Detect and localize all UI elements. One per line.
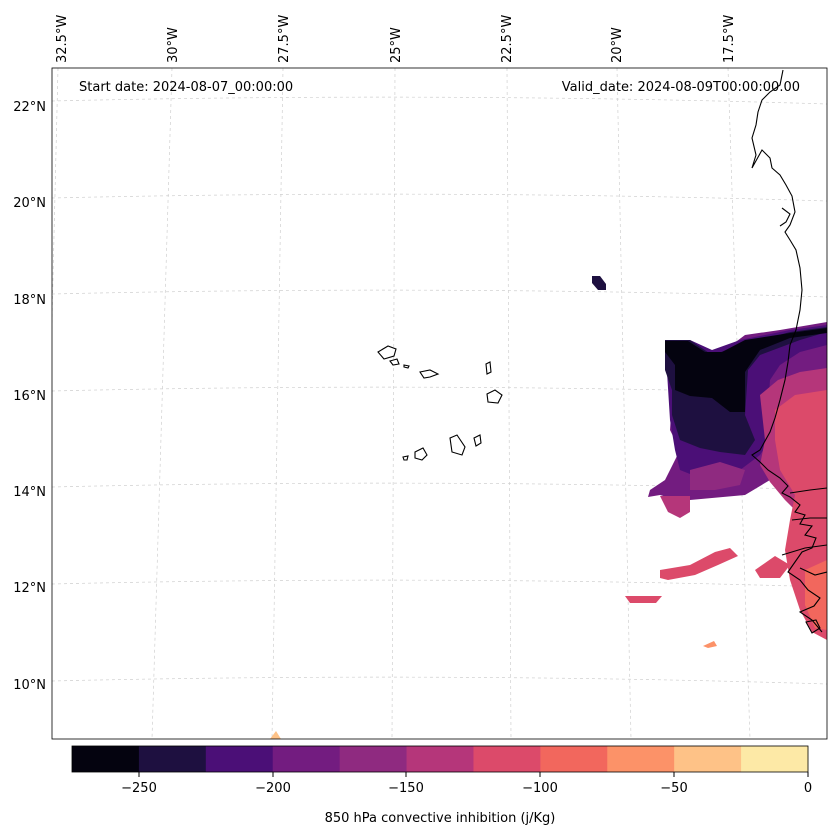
cin-patch-isolated-cell [592, 276, 606, 290]
island-fogo [414, 447, 428, 461]
colorbar-ticks: −250 −200 −150 −100 −50 0 [121, 772, 812, 796]
colorbar-frame [71, 745, 809, 773]
colorbar: −250 −200 −150 −100 −50 0 850 hPa convec… [71, 745, 812, 826]
map-frame [51, 67, 828, 740]
island-santa-luzia [403, 364, 410, 369]
lat-label-16n: 16°N [13, 389, 46, 404]
bissau-coast-detail [799, 567, 827, 576]
lon-label-25w: 25°W [389, 27, 404, 63]
lon-label-20w: 20°W [610, 27, 625, 63]
africa-coastline [751, 69, 823, 633]
lat-label-18n: 18°N [13, 293, 46, 308]
island-brava [402, 455, 409, 461]
island-santiago [449, 434, 466, 456]
cape-verde-islands [377, 345, 503, 461]
colorbar-swatches [72, 746, 809, 772]
island-santo-antao [377, 345, 397, 360]
cbar-tick-label: 0 [804, 781, 812, 796]
cin-patch-small-magenta [660, 496, 690, 518]
cin-patch-bottom-yellow [270, 731, 281, 739]
cin-patch-black [665, 328, 827, 412]
colorbar-swatch [138, 746, 207, 772]
meridian-gridlines [52, 68, 751, 739]
lon-label-22-5w: 22.5°W [500, 15, 515, 63]
cin-patch-south-strip-2 [625, 596, 662, 603]
cin-patch-south-orange [703, 641, 717, 648]
guinea-bissau-border [781, 544, 827, 556]
colorbar-swatch [406, 746, 474, 772]
colorbar-swatch [473, 746, 541, 772]
cin-patch-south-strip-1 [660, 548, 738, 580]
island-boa-vista [486, 389, 503, 404]
cbar-tick-label: −250 [121, 781, 157, 796]
cin-patch-south-strip-3 [755, 556, 790, 578]
bijagos-islands [805, 619, 821, 634]
lon-label-30w: 30°W [166, 27, 181, 63]
lat-label-22n: 22°N [13, 100, 46, 115]
lon-label-27-5w: 27.5°W [277, 15, 292, 63]
island-sal [485, 361, 492, 375]
gambia-river [789, 487, 827, 494]
cin-patch-mid-purple [690, 462, 745, 490]
lat-label-10n: 10°N [13, 678, 46, 693]
colorbar-swatch [674, 746, 742, 772]
parallel-gridlines [52, 96, 827, 685]
colorbar-swatch [72, 746, 140, 772]
island-sao-nicolau [419, 369, 440, 379]
start-date-label: Start date: 2024-08-07_00:00:00 [79, 80, 293, 95]
lat-label-20n: 20°N [13, 196, 46, 211]
colorbar-swatch [339, 746, 408, 772]
colorbar-swatch [272, 746, 341, 772]
island-sao-vicente [389, 358, 400, 366]
lat-label-14n: 14°N [13, 485, 46, 500]
longitude-labels: 32.5°W 30°W 27.5°W 25°W 22.5°W 20°W 17.5… [55, 15, 737, 63]
colorbar-swatch [205, 746, 274, 772]
cbar-tick-label: −150 [388, 781, 424, 796]
coastlines [751, 69, 827, 634]
colorbar-swatch [540, 746, 608, 772]
colorbar-swatch [741, 746, 809, 772]
casamance-border [791, 517, 827, 521]
cbar-tick-label: −50 [660, 781, 687, 796]
lon-label-32-5w: 32.5°W [55, 15, 70, 63]
island-maio [473, 434, 482, 447]
colorbar-label: 850 hPa convective inhibition (j/Kg) [325, 811, 556, 826]
valid-date-label: Valid_date: 2024-08-09T00:00:00.00 [562, 80, 800, 95]
coast-inlet-north [779, 207, 791, 227]
lon-label-17-5w: 17.5°W [722, 15, 737, 63]
latitude-labels: 22°N 20°N 18°N 16°N 14°N 12°N 10°N [13, 100, 46, 693]
colorbar-swatch [607, 746, 675, 772]
cin-contours [270, 276, 827, 739]
cbar-tick-label: −100 [522, 781, 558, 796]
cbar-tick-label: −200 [255, 781, 291, 796]
lat-label-12n: 12°N [13, 581, 46, 596]
